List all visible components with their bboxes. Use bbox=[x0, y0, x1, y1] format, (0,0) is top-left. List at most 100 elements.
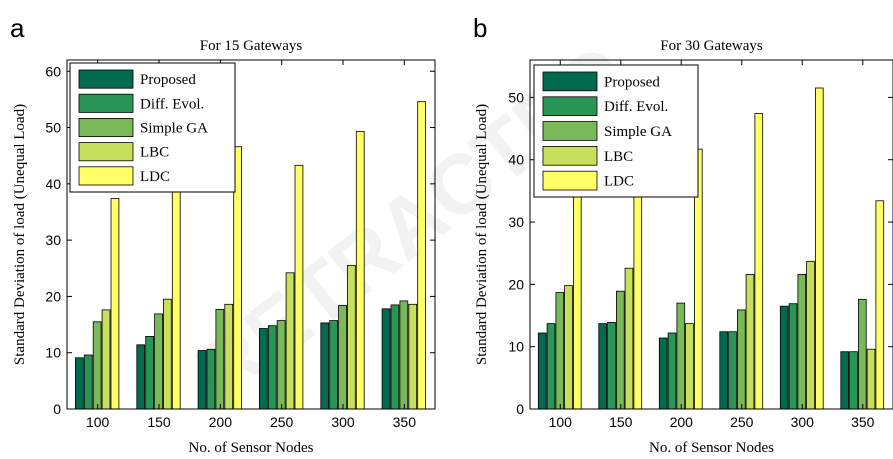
bar bbox=[215, 308, 225, 410]
bar bbox=[154, 313, 163, 410]
bar bbox=[676, 302, 686, 410]
legend-swatch bbox=[542, 96, 598, 117]
bar bbox=[624, 267, 634, 410]
bar bbox=[685, 323, 694, 410]
bar bbox=[537, 332, 547, 410]
bar bbox=[840, 351, 849, 410]
bar bbox=[658, 337, 668, 410]
y-tick-label: 30 bbox=[508, 214, 524, 230]
bar bbox=[171, 183, 181, 410]
bar bbox=[616, 290, 625, 410]
bar bbox=[417, 101, 427, 410]
bar bbox=[320, 322, 330, 410]
x-axis-label: No. of Sensor Nodes bbox=[649, 440, 774, 456]
bar bbox=[285, 272, 295, 410]
bar bbox=[573, 193, 582, 410]
y-axis-label: Standard Deviation of load (Unequal Load… bbox=[474, 104, 490, 365]
x-axis-label: No. of Sensor Nodes bbox=[189, 440, 314, 456]
legend-label: Simple GA bbox=[140, 121, 208, 137]
bar bbox=[546, 323, 556, 410]
bar bbox=[754, 113, 764, 410]
bar bbox=[224, 303, 234, 410]
y-tick-label: 0 bbox=[53, 401, 61, 417]
legend-swatch bbox=[542, 121, 598, 141]
y-tick-label: 40 bbox=[45, 176, 61, 192]
legend-swatch bbox=[78, 166, 134, 186]
bar bbox=[83, 354, 93, 410]
bar bbox=[728, 331, 737, 410]
bar bbox=[797, 273, 807, 410]
bar bbox=[598, 323, 607, 410]
legend-label: Proposed bbox=[604, 74, 660, 90]
bar bbox=[75, 357, 84, 410]
bar bbox=[858, 298, 867, 410]
bar bbox=[267, 325, 277, 410]
bar bbox=[788, 303, 798, 410]
legend-swatch bbox=[78, 69, 134, 89]
bar bbox=[866, 348, 876, 410]
legend-swatch bbox=[78, 118, 134, 138]
bar bbox=[110, 198, 120, 410]
x-tick-label: 200 bbox=[209, 414, 233, 430]
bar bbox=[607, 321, 616, 410]
bar bbox=[381, 308, 391, 410]
x-tick-label: 150 bbox=[147, 414, 171, 430]
bar bbox=[399, 300, 409, 410]
bar bbox=[136, 344, 146, 410]
legend-swatch bbox=[78, 93, 134, 113]
y-tick-label: 20 bbox=[45, 288, 61, 304]
bar bbox=[806, 260, 815, 410]
panel-a: a For 15 Gateways 0 10 20 30 40 50 60 100 150 200 25… bbox=[10, 13, 436, 456]
bar bbox=[719, 331, 728, 410]
x-tick-label: 350 bbox=[393, 414, 417, 430]
bar bbox=[390, 304, 400, 410]
bar bbox=[197, 350, 207, 410]
y-tick-label: 0 bbox=[516, 401, 524, 417]
bar bbox=[294, 164, 304, 410]
legend-label: LDC bbox=[140, 169, 170, 185]
y-axis-label: Standard Deviation of load (Unequal Load… bbox=[12, 104, 28, 365]
panel-b: b For 30 Gateways 0 10 20 30 40 50 100 150 200 250 3… bbox=[473, 13, 893, 456]
legend-label: LBC bbox=[604, 149, 633, 165]
legend-label: Diff. Evol. bbox=[604, 99, 668, 115]
panel-label: b bbox=[473, 13, 487, 43]
x-tick-label: 100 bbox=[86, 414, 110, 430]
bar bbox=[258, 328, 268, 410]
bar bbox=[408, 303, 418, 410]
bar bbox=[564, 285, 573, 410]
bar bbox=[633, 196, 643, 410]
x-tick-label: 150 bbox=[609, 414, 633, 430]
y-tick-label: 40 bbox=[508, 152, 524, 168]
chart-title: For 30 Gateways bbox=[660, 38, 763, 54]
legend-swatch bbox=[542, 170, 598, 191]
bar bbox=[145, 335, 154, 410]
bar bbox=[92, 321, 102, 410]
y-tick-label: 50 bbox=[45, 120, 61, 136]
legend-swatch bbox=[78, 142, 134, 162]
bar bbox=[849, 351, 858, 410]
bar bbox=[329, 320, 339, 410]
x-tick-label: 300 bbox=[791, 414, 815, 430]
legend-label: LBC bbox=[140, 145, 169, 161]
x-tick-label: 250 bbox=[730, 414, 754, 430]
bar bbox=[815, 87, 824, 410]
bar bbox=[355, 131, 365, 410]
y-tick-label: 20 bbox=[508, 276, 524, 292]
x-tick-label: 350 bbox=[851, 414, 875, 430]
plot-frame bbox=[529, 59, 893, 410]
bar bbox=[737, 309, 746, 410]
bar bbox=[206, 348, 216, 410]
bar bbox=[555, 292, 565, 410]
legend-label: Proposed bbox=[140, 72, 196, 88]
y-tick-label: 10 bbox=[508, 339, 524, 355]
chart-title: For 15 Gateways bbox=[200, 38, 303, 54]
bar bbox=[779, 305, 789, 410]
bar bbox=[745, 273, 755, 410]
bar bbox=[346, 265, 356, 410]
x-tick-label: 250 bbox=[270, 414, 294, 430]
y-tick-label: 50 bbox=[508, 89, 524, 105]
bar bbox=[276, 320, 286, 410]
legend-swatch bbox=[542, 145, 598, 166]
y-tick-label: 60 bbox=[45, 63, 61, 79]
